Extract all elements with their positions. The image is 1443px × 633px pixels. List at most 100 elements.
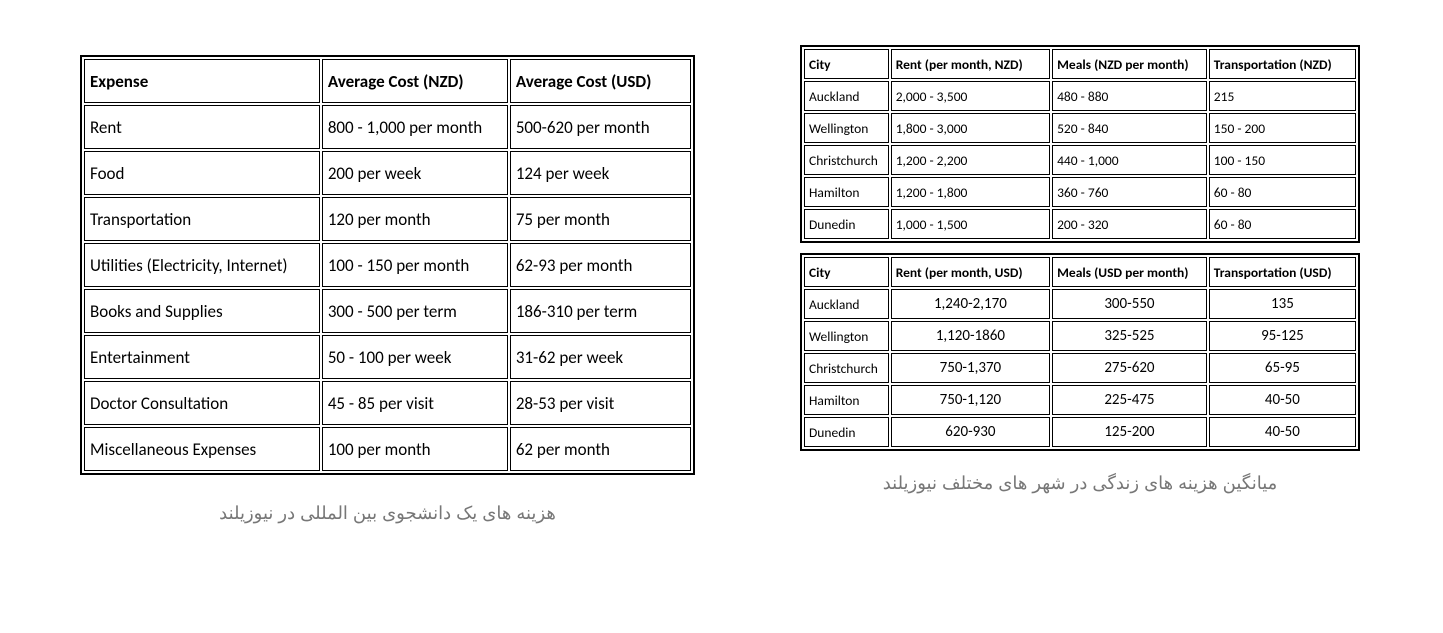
cell: Doctor Consultation [84, 381, 320, 425]
cell: 40-50 [1209, 417, 1356, 447]
cell: Auckland [804, 289, 889, 319]
table-row: Auckland2,000 - 3,500480 - 880215 [804, 81, 1356, 111]
cell: 1,200 - 2,200 [891, 145, 1050, 175]
cell: Hamilton [804, 385, 889, 415]
cell: 60 - 80 [1209, 177, 1356, 207]
cell: 215 [1209, 81, 1356, 111]
cell: Dunedin [804, 417, 889, 447]
header-cell: Rent (per month, NZD) [891, 49, 1050, 79]
header-cell: Meals (NZD per month) [1052, 49, 1207, 79]
table-header-row: City Rent (per month, USD) Meals (USD pe… [804, 257, 1356, 287]
header-cell: Transportation (USD) [1209, 257, 1356, 287]
header-cell: City [804, 49, 889, 79]
cell: Wellington [804, 113, 889, 143]
cell: 65-95 [1209, 353, 1356, 383]
cell: 100 - 150 per month [322, 243, 508, 287]
cell: 750-1,370 [891, 353, 1050, 383]
cell: 75 per month [510, 197, 691, 241]
cell: 62 per month [510, 427, 691, 471]
table-row: Miscellaneous Expenses100 per month62 pe… [84, 427, 691, 471]
header-cell: Transportation (NZD) [1209, 49, 1356, 79]
cell: 275-620 [1052, 353, 1207, 383]
cell: 520 - 840 [1052, 113, 1207, 143]
cell: 1,800 - 3,000 [891, 113, 1050, 143]
cell: 95-125 [1209, 321, 1356, 351]
cell: Entertainment [84, 335, 320, 379]
cell: Dunedin [804, 209, 889, 239]
city-usd-table: City Rent (per month, USD) Meals (USD pe… [800, 253, 1360, 451]
table-row: Entertainment50 - 100 per week31-62 per … [84, 335, 691, 379]
cell: 31-62 per week [510, 335, 691, 379]
cell: 325-525 [1052, 321, 1207, 351]
cell: Auckland [804, 81, 889, 111]
cell: 300-550 [1052, 289, 1207, 319]
cell: Food [84, 151, 320, 195]
table-row: Hamilton1,200 - 1,800360 - 76060 - 80 [804, 177, 1356, 207]
cell: 50 - 100 per week [322, 335, 508, 379]
cell: 225-475 [1052, 385, 1207, 415]
table-row: Doctor Consultation45 - 85 per visit28-5… [84, 381, 691, 425]
cell: 1,000 - 1,500 [891, 209, 1050, 239]
left-panel: Expense Average Cost (NZD) Average Cost … [80, 55, 695, 524]
left-caption: هزینه های یک دانشجوی بین المللی در نیوزی… [80, 503, 695, 524]
table-row: Wellington1,120-1860325-52595-125 [804, 321, 1356, 351]
cell: 1,120-1860 [891, 321, 1050, 351]
table-row: Christchurch750-1,370275-62065-95 [804, 353, 1356, 383]
cell: 440 - 1,000 [1052, 145, 1207, 175]
cell: 40-50 [1209, 385, 1356, 415]
cell: Miscellaneous Expenses [84, 427, 320, 471]
cell: 480 - 880 [1052, 81, 1207, 111]
cell: Christchurch [804, 145, 889, 175]
cell: 1,200 - 1,800 [891, 177, 1050, 207]
header-cell: City [804, 257, 889, 287]
cell: 125-200 [1052, 417, 1207, 447]
header-cell: Average Cost (USD) [510, 59, 691, 103]
table-row: Food200 per week124 per week [84, 151, 691, 195]
cell: Books and Supplies [84, 289, 320, 333]
cell: Christchurch [804, 353, 889, 383]
table-header-row: City Rent (per month, NZD) Meals (NZD pe… [804, 49, 1356, 79]
cell: 1,240-2,170 [891, 289, 1050, 319]
table-row: Christchurch1,200 - 2,200440 - 1,000100 … [804, 145, 1356, 175]
cell: 124 per week [510, 151, 691, 195]
table-row: Utilities (Electricity, Internet)100 - 1… [84, 243, 691, 287]
cell: 135 [1209, 289, 1356, 319]
expense-table: Expense Average Cost (NZD) Average Cost … [80, 55, 695, 475]
cell: 62-93 per month [510, 243, 691, 287]
table-row: Wellington1,800 - 3,000520 - 840150 - 20… [804, 113, 1356, 143]
header-cell: Average Cost (NZD) [322, 59, 508, 103]
cell: 200 - 320 [1052, 209, 1207, 239]
right-caption: میانگین هزینه های زندگی در شهر های مختلف… [800, 473, 1360, 494]
cell: Transportation [84, 197, 320, 241]
table-row: Dunedin620-930125-20040-50 [804, 417, 1356, 447]
cell: 500-620 per month [510, 105, 691, 149]
cell: Utilities (Electricity, Internet) [84, 243, 320, 287]
cell: 60 - 80 [1209, 209, 1356, 239]
cell: 300 - 500 per term [322, 289, 508, 333]
cell: 200 per week [322, 151, 508, 195]
right-panel: City Rent (per month, NZD) Meals (NZD pe… [800, 45, 1360, 494]
cell: Rent [84, 105, 320, 149]
cell: 150 - 200 [1209, 113, 1356, 143]
table-row: Transportation120 per month75 per month [84, 197, 691, 241]
cell: 28-53 per visit [510, 381, 691, 425]
header-cell: Rent (per month, USD) [891, 257, 1050, 287]
cell: 620-930 [891, 417, 1050, 447]
table-row: Hamilton750-1,120225-47540-50 [804, 385, 1356, 415]
cell: 800 - 1,000 per month [322, 105, 508, 149]
table-row: Books and Supplies300 - 500 per term186-… [84, 289, 691, 333]
cell: 45 - 85 per visit [322, 381, 508, 425]
city-nzd-table: City Rent (per month, NZD) Meals (NZD pe… [800, 45, 1360, 243]
cell: Wellington [804, 321, 889, 351]
cell: 100 - 150 [1209, 145, 1356, 175]
header-cell: Expense [84, 59, 320, 103]
table-row: Auckland1,240-2,170300-550135 [804, 289, 1356, 319]
header-cell: Meals (USD per month) [1052, 257, 1207, 287]
cell: 186-310 per term [510, 289, 691, 333]
table-header-row: Expense Average Cost (NZD) Average Cost … [84, 59, 691, 103]
cell: 2,000 - 3,500 [891, 81, 1050, 111]
cell: 100 per month [322, 427, 508, 471]
table-row: Rent800 - 1,000 per month500-620 per mon… [84, 105, 691, 149]
cell: 750-1,120 [891, 385, 1050, 415]
cell: Hamilton [804, 177, 889, 207]
